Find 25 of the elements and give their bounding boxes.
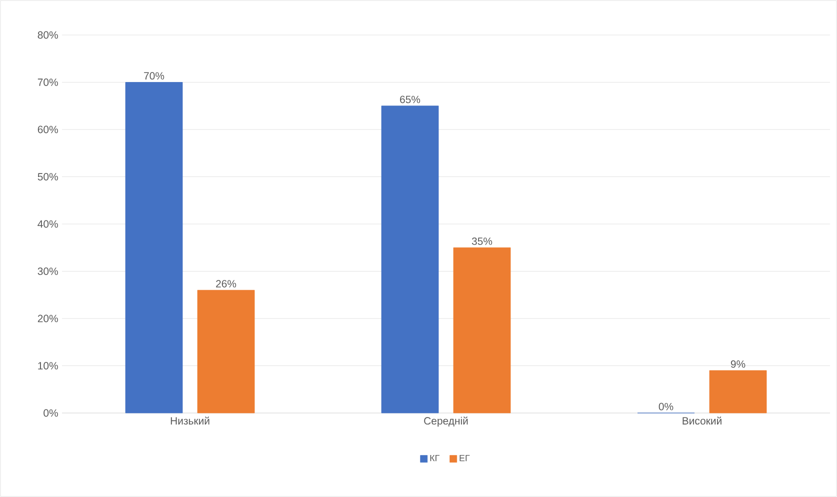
x-tick-label: Середній [424,416,468,427]
data-label: 0% [658,402,674,410]
data-label: 9% [730,360,746,368]
y-tick-label: 80% [38,31,58,39]
bar [709,370,767,414]
x-tick-label: Низький [170,416,210,425]
y-tick-label: 50% [38,173,58,180]
legend-label: ЕГ [460,454,470,462]
x-tick-label: Високий [682,416,722,425]
bar [197,290,255,414]
data-label: 70% [144,72,164,80]
y-tick-label: 40% [38,220,58,228]
y-tick-label: 20% [38,314,58,322]
y-tick-label: 10% [38,362,58,370]
y-tick-label: 30% [38,268,58,275]
legend-label: КГ [430,454,440,462]
y-tick-label: 0% [44,409,58,417]
data-label: 65% [400,96,420,104]
data-label: 26% [216,280,236,288]
y-tick-label: 70% [38,78,58,86]
data-label: 35% [472,238,492,245]
y-tick-label: 60% [38,126,58,134]
bar [125,82,183,414]
bar [453,247,511,414]
bar [381,106,439,414]
